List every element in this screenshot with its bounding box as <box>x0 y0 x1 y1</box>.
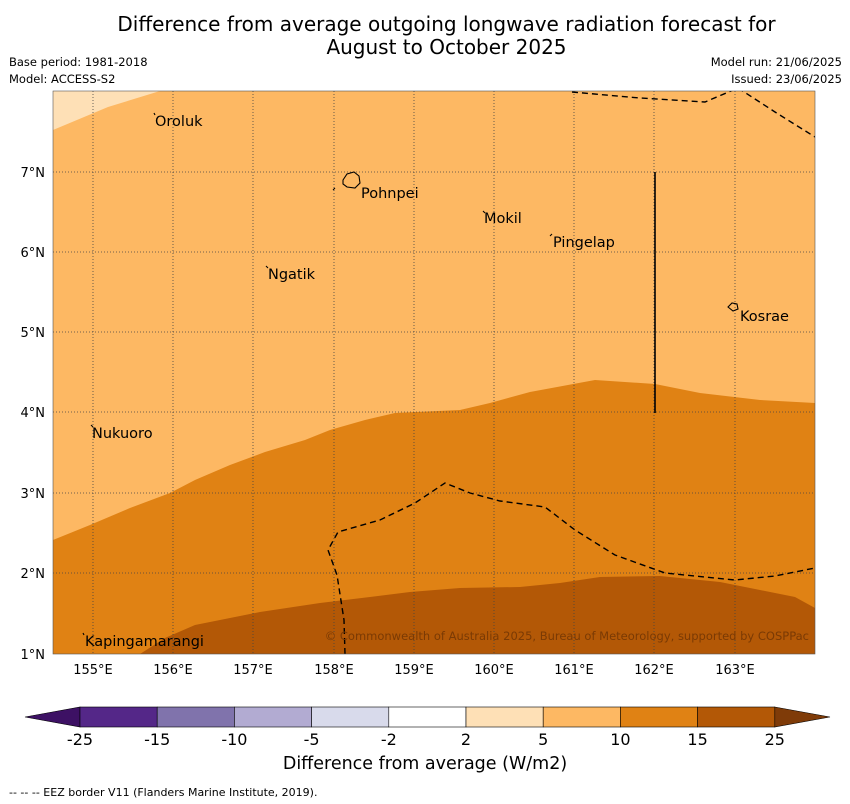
lon-label-156e: 156°E <box>153 663 193 678</box>
lat-label-2n: 2°N <box>21 567 46 582</box>
lat-label-4n: 4°N <box>21 406 46 421</box>
lon-label-163e: 163°E <box>715 663 755 678</box>
lon-label-155e: 155°E <box>73 663 113 678</box>
latitude-labels: 7°N 6°N 5°N 4°N 3°N 2°N 1°N <box>21 166 46 663</box>
model-run: Model run: 21/06/2025 <box>710 55 842 69</box>
colorbar-tick-4: -5 <box>304 730 320 749</box>
place-ngatik: Ngatik <box>268 267 316 283</box>
colorbar-arrow-high <box>774 706 831 728</box>
colorbar-segment-6 <box>465 706 544 728</box>
oroluk-island-icon <box>153 112 156 116</box>
anomaly-2-5-region <box>53 91 160 130</box>
colorbar-tick-3: -10 <box>221 730 247 749</box>
copyright-notice: © Commonwealth of Australia 2025, Bureau… <box>325 629 809 643</box>
lon-label-159e: 159°E <box>394 663 434 678</box>
anomaly-15-25-region <box>140 576 815 654</box>
map-frame <box>52 90 816 655</box>
colorbar-segment-4 <box>311 706 390 728</box>
colorbar-segment-9 <box>697 706 776 728</box>
colorbar-tick-8: 10 <box>610 730 630 749</box>
colorbar-segment-5 <box>388 706 467 728</box>
pingelap-island-icon <box>549 233 553 237</box>
ant-atoll-icon <box>332 187 336 191</box>
lat-label-7n: 7°N <box>21 166 46 181</box>
lat-label-3n: 3°N <box>21 487 46 502</box>
colorbar-segment-8 <box>620 706 698 728</box>
colorbar-segment-1 <box>79 706 158 728</box>
colorbar-arrow-low <box>24 706 81 728</box>
place-pingelap: Pingelap <box>553 235 615 251</box>
colorbar-ticks: -25 -15 -10 -5 -2 2 5 10 15 25 <box>67 730 785 749</box>
colorbar-tick-9: 15 <box>687 730 707 749</box>
colorbar-tick-2: -15 <box>144 730 170 749</box>
lon-label-160e: 160°E <box>474 663 514 678</box>
kapingamarangi-island-icon <box>82 632 85 636</box>
island-outlines <box>82 112 739 636</box>
model-name: Model: ACCESS-S2 <box>9 72 116 86</box>
place-oroluk: Oroluk <box>155 114 203 130</box>
meta-left: Base period: 1981-2018 Model: ACCESS-S2 <box>9 54 148 88</box>
title-line-1: Difference from average outgoing longwav… <box>117 12 776 36</box>
nukuoro-island-icon <box>90 424 94 428</box>
colorbar-tick-6: 2 <box>461 730 471 749</box>
colorbar <box>24 706 831 728</box>
colorbar-segment-7 <box>542 706 621 728</box>
lon-label-157e: 157°E <box>233 663 273 678</box>
ngatik-island-icon <box>265 265 269 269</box>
map-plot-area: Oroluk Pohnpei Mokil Pingelap Ngatik Kos… <box>53 91 815 654</box>
meta-right: Model run: 21/06/2025 Issued: 23/06/2025 <box>711 54 842 88</box>
eez-border <box>327 91 815 654</box>
lat-label-5n: 5°N <box>21 326 46 341</box>
mokil-island-icon <box>482 210 486 214</box>
place-mokil: Mokil <box>484 211 522 227</box>
place-nukuoro: Nukuoro <box>92 426 153 442</box>
colorbar-tick-1: -25 <box>67 730 93 749</box>
colorbar-segment-3 <box>234 706 312 728</box>
pohnpei-island-icon <box>342 171 361 189</box>
lat-label-6n: 6°N <box>21 246 46 261</box>
lon-label-161e: 161°E <box>554 663 594 678</box>
lon-label-162e: 162°E <box>634 663 674 678</box>
lon-label-158e: 158°E <box>314 663 354 678</box>
graticule <box>53 91 815 654</box>
issued-date: Issued: 23/06/2025 <box>731 72 842 86</box>
place-labels: Oroluk Pohnpei Mokil Pingelap Ngatik Kos… <box>85 114 789 650</box>
place-pohnpei: Pohnpei <box>361 186 419 202</box>
place-kosrae: Kosrae <box>740 309 789 325</box>
colorbar-tick-5: -2 <box>381 730 397 749</box>
place-kapingamarangi: Kapingamarangi <box>85 634 204 650</box>
eez-footnote: -- -- -- EEZ border V11 (Flanders Marine… <box>9 786 318 799</box>
colorbar-tick-7: 5 <box>538 730 548 749</box>
colorbar-tick-10: 25 <box>765 730 785 749</box>
map-title: Difference from average outgoing longwav… <box>60 13 833 59</box>
base-period: Base period: 1981-2018 <box>9 55 148 69</box>
colorbar-segment-2 <box>156 706 235 728</box>
colorbar-label: Difference from average (W/m2) <box>282 754 568 774</box>
longitude-labels: 155°E 156°E 157°E 158°E 159°E 160°E 161°… <box>73 663 755 678</box>
kosrae-island-icon <box>727 302 739 312</box>
title-line-2: August to October 2025 <box>326 35 567 59</box>
lat-label-1n: 1°N <box>21 648 46 663</box>
